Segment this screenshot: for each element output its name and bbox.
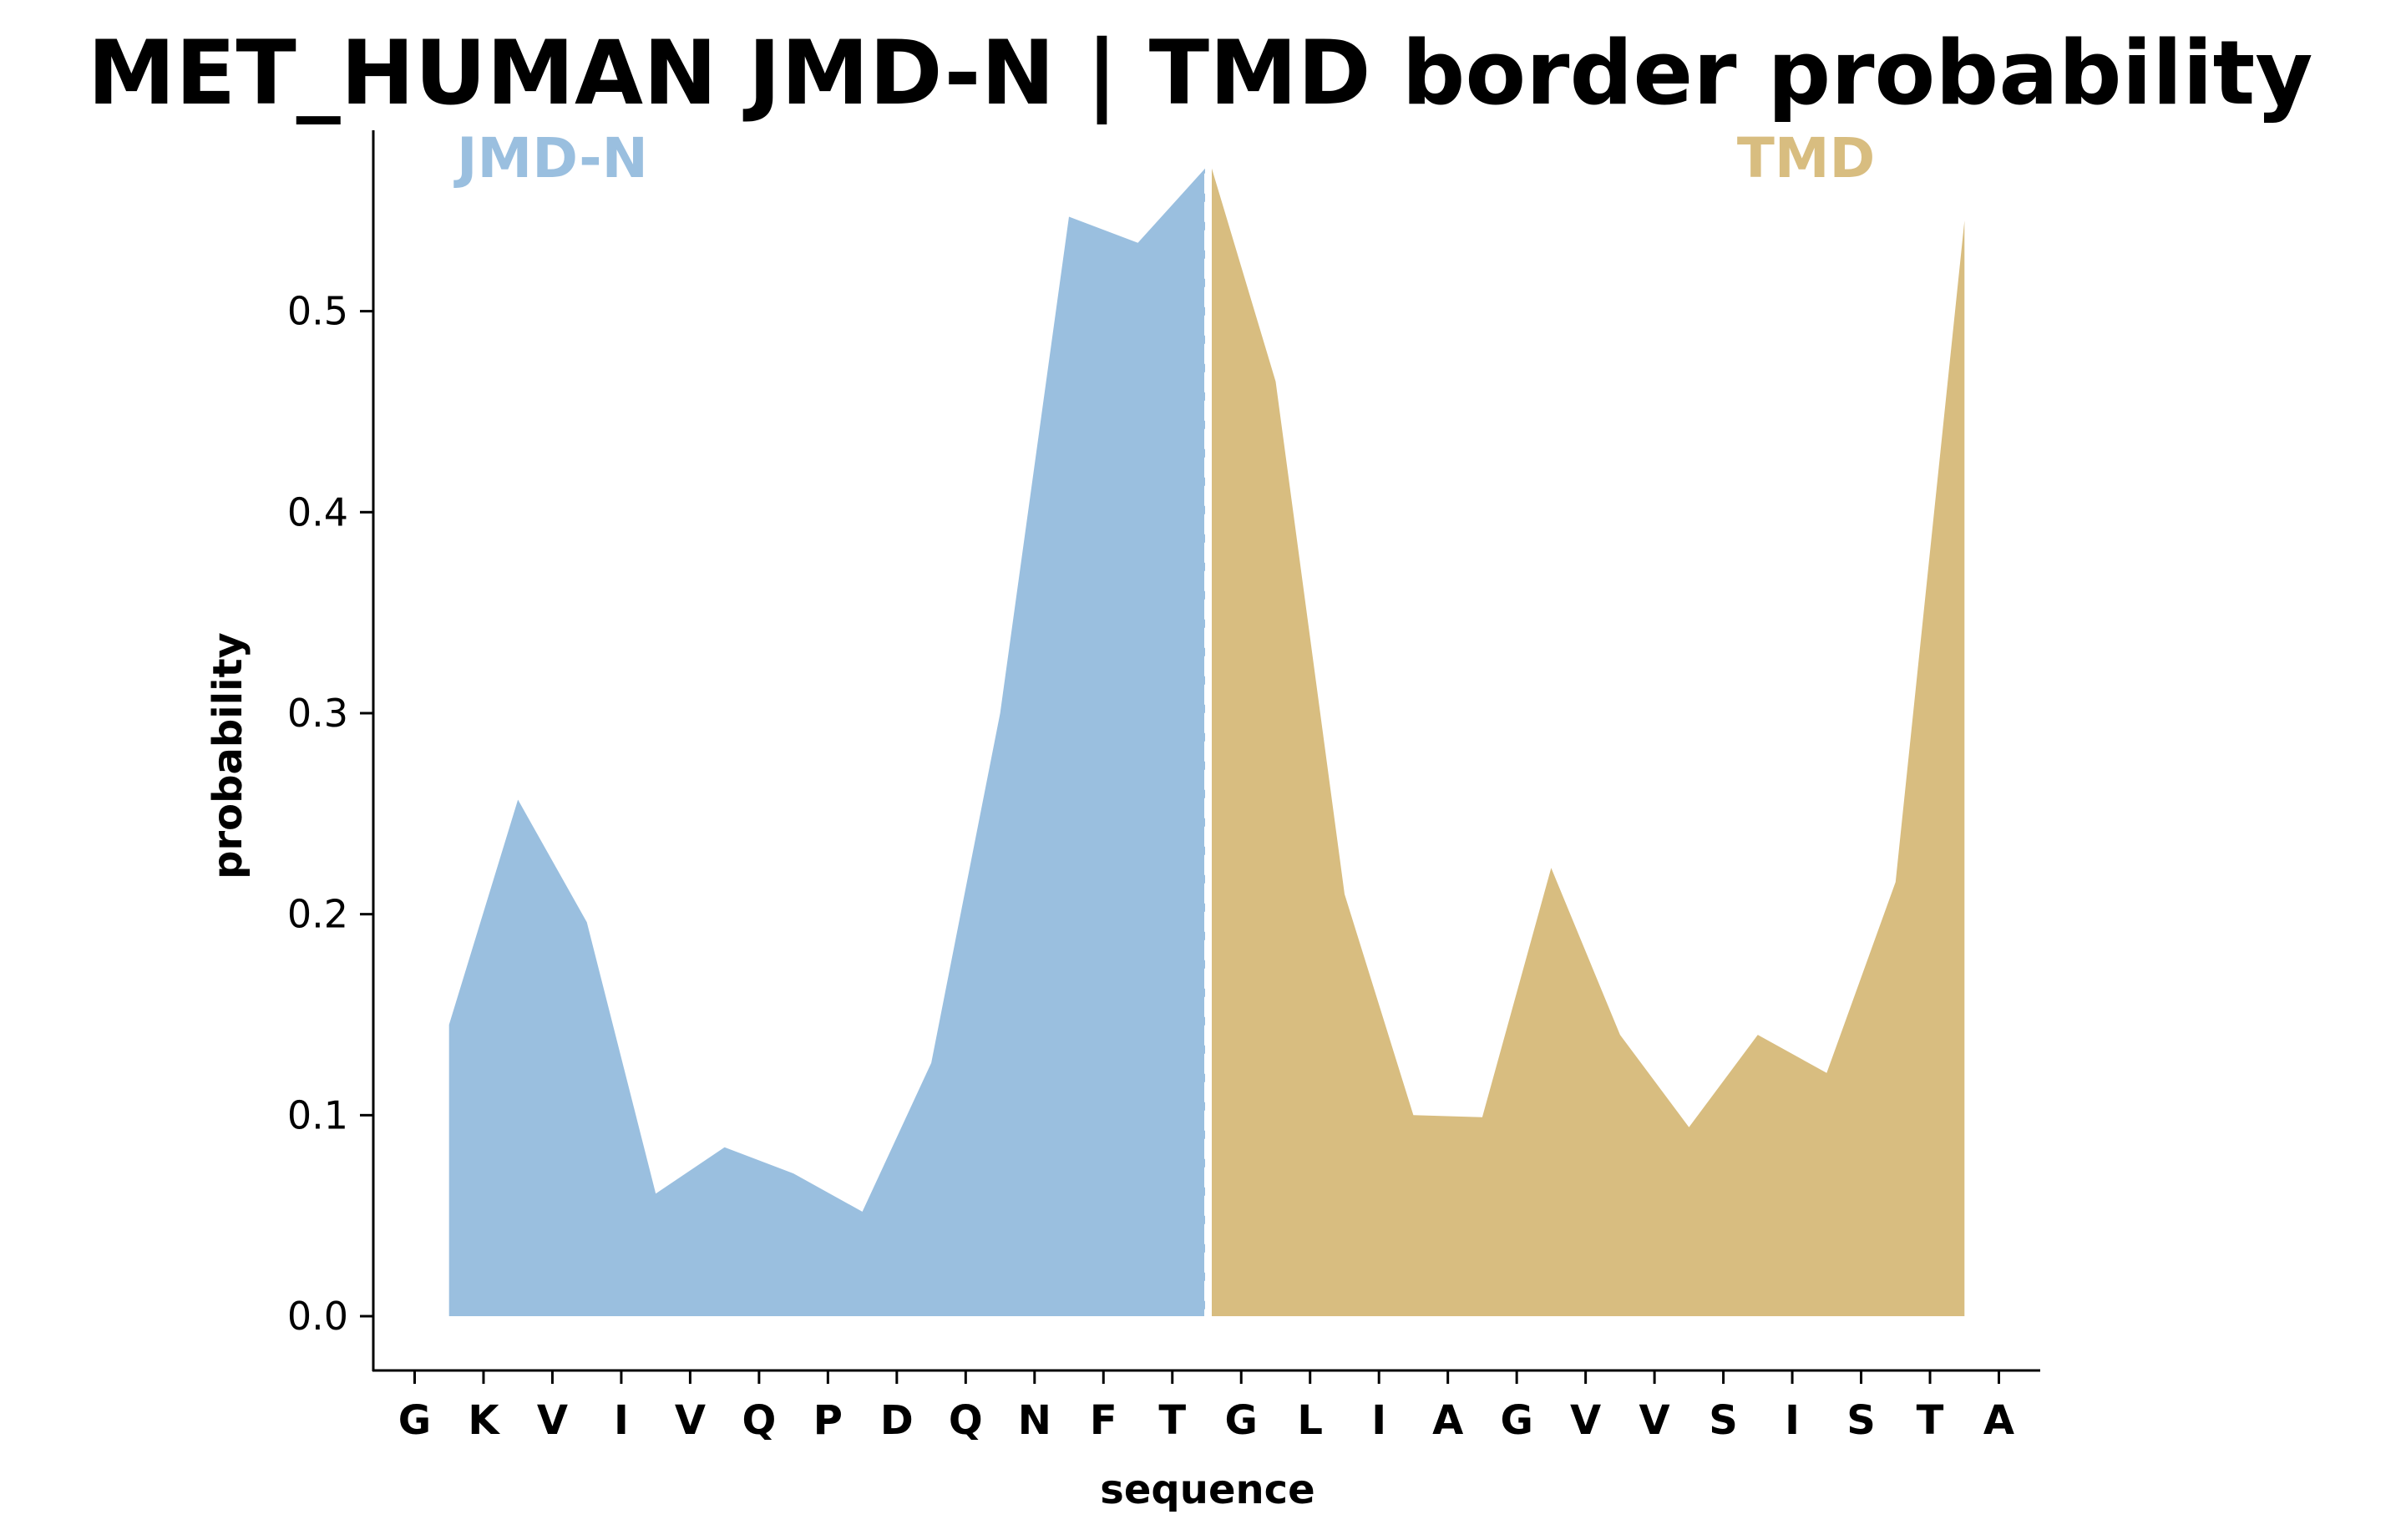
y-tick-label: 0.0 xyxy=(287,1294,348,1339)
x-tick-label: T xyxy=(1158,1397,1186,1444)
plot-area: JMD-N TMD xyxy=(448,126,1965,1317)
x-tick-label: F xyxy=(1090,1397,1117,1444)
y-axis-label: probability xyxy=(205,632,251,879)
x-tick-label: V xyxy=(1570,1397,1601,1444)
area-tmd xyxy=(1212,168,1965,1317)
x-tick-label: I xyxy=(614,1397,629,1444)
area-jmd-n xyxy=(448,168,1205,1317)
x-tick-label: G xyxy=(1225,1397,1258,1444)
x-tick-label: S xyxy=(1709,1397,1738,1444)
series-label-jmd-n: JMD-N xyxy=(453,126,648,190)
x-tick-label: S xyxy=(1846,1397,1876,1444)
y-tick-label: 0.3 xyxy=(287,691,348,736)
x-tick-label: G xyxy=(1500,1397,1532,1444)
x-tick-label: V xyxy=(675,1397,706,1444)
x-tick-label: A xyxy=(1432,1397,1463,1444)
x-tick-label: P xyxy=(813,1397,843,1444)
y-tick-label: 0.1 xyxy=(287,1092,348,1137)
chart-title: MET_HUMAN JMD-N | TMD border probability xyxy=(88,22,2313,125)
x-axis-label: sequence xyxy=(1100,1467,1314,1513)
x-tick-label: L xyxy=(1297,1397,1323,1444)
x-tick-label: K xyxy=(468,1397,500,1444)
x-tick-label: I xyxy=(1371,1397,1386,1444)
x-tick-label: I xyxy=(1785,1397,1800,1444)
x-tick-label: T xyxy=(1917,1397,1944,1444)
x-tick-label: Q xyxy=(742,1397,776,1444)
y-tick-label: 0.2 xyxy=(287,892,348,937)
x-tick-label: V xyxy=(537,1397,568,1444)
x-tick-label: A xyxy=(1983,1397,2014,1444)
x-tick-label: Q xyxy=(949,1397,983,1444)
y-tick-label: 0.4 xyxy=(287,489,348,534)
x-tick-label: N xyxy=(1018,1397,1051,1444)
x-tick-label: V xyxy=(1639,1397,1670,1444)
x-tick-label: D xyxy=(880,1397,914,1444)
axes: 0.00.10.20.30.40.5G K V I V Q P D Q N F T G L I A G V V S I S… xyxy=(287,130,2040,1444)
series-label-tmd: TMD xyxy=(1737,126,1875,190)
y-tick-label: 0.5 xyxy=(287,289,348,334)
x-tick-label: G xyxy=(398,1397,431,1444)
